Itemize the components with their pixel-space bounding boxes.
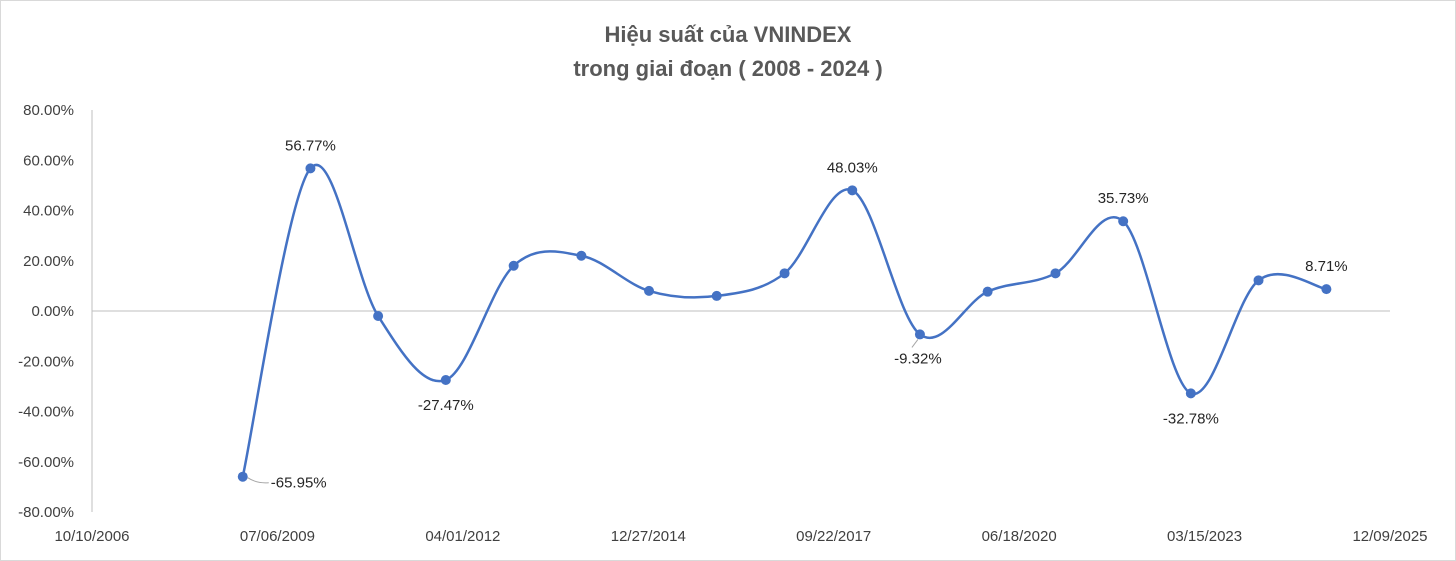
data-point bbox=[711, 290, 722, 301]
y-tick-label: 0.00% bbox=[31, 303, 74, 320]
x-tick-label: 03/15/2023 bbox=[1167, 528, 1242, 545]
y-tick-label: 80.00% bbox=[23, 102, 74, 119]
data-label: 8.71% bbox=[1305, 258, 1348, 275]
data-point bbox=[373, 311, 384, 322]
y-tick-label: 40.00% bbox=[23, 203, 74, 220]
data-labels: -65.95% 56.77% -27.47% 48.03% -9.32% 35.73% -3… bbox=[247, 137, 1348, 492]
data-point bbox=[847, 185, 858, 196]
data-label: -27.47% bbox=[418, 397, 474, 414]
data-point bbox=[576, 250, 587, 261]
data-point bbox=[644, 285, 655, 296]
y-tick-label: 20.00% bbox=[23, 253, 74, 270]
chart-title: Hiệu suất của VNINDEX bbox=[604, 22, 852, 47]
data-label: -65.95% bbox=[271, 475, 327, 492]
x-tick-labels: 10/10/2006 07/06/2009 04/01/2012 12/27/2014… bbox=[54, 528, 1427, 545]
x-tick-label: 12/09/2025 bbox=[1352, 528, 1427, 545]
data-point bbox=[779, 268, 790, 279]
data-point bbox=[305, 163, 316, 174]
series bbox=[237, 163, 1332, 482]
data-point bbox=[914, 329, 925, 340]
data-point bbox=[1253, 275, 1264, 286]
y-tick-label: -40.00% bbox=[18, 404, 74, 421]
data-label: 48.03% bbox=[827, 159, 878, 176]
x-tick-label: 12/27/2014 bbox=[611, 528, 686, 545]
y-tick-labels: 80.00% 60.00% 40.00% 20.00% 0.00% -20.00% -40.… bbox=[18, 102, 74, 521]
y-tick-label: -20.00% bbox=[18, 353, 74, 370]
x-tick-label: 06/18/2020 bbox=[982, 528, 1057, 545]
x-tick-label: 04/01/2012 bbox=[425, 528, 500, 545]
data-point bbox=[982, 286, 993, 297]
series-line bbox=[241, 163, 1327, 477]
data-point bbox=[1050, 268, 1061, 279]
chart-subtitle: trong giai đoạn ( 2008 - 2024 ) bbox=[573, 56, 883, 81]
axes bbox=[91, 110, 1390, 512]
data-label: -9.32% bbox=[894, 350, 942, 367]
data-label: 56.77% bbox=[285, 137, 336, 154]
x-tick-label: 10/10/2006 bbox=[54, 528, 129, 545]
data-point bbox=[237, 471, 248, 482]
data-label: 35.73% bbox=[1098, 190, 1149, 207]
y-tick-label: 60.00% bbox=[23, 152, 74, 169]
x-tick-label: 07/06/2009 bbox=[240, 528, 315, 545]
data-point bbox=[440, 375, 451, 386]
data-label: -32.78% bbox=[1163, 410, 1219, 427]
data-point bbox=[1118, 216, 1129, 227]
leader-line bbox=[247, 477, 269, 484]
data-point bbox=[1321, 284, 1332, 295]
data-point bbox=[1185, 388, 1196, 399]
data-point bbox=[508, 260, 519, 271]
y-tick-label: -60.00% bbox=[18, 454, 74, 471]
x-tick-label: 09/22/2017 bbox=[796, 528, 871, 545]
leader-line bbox=[911, 339, 919, 348]
y-tick-label: -80.00% bbox=[18, 504, 74, 521]
